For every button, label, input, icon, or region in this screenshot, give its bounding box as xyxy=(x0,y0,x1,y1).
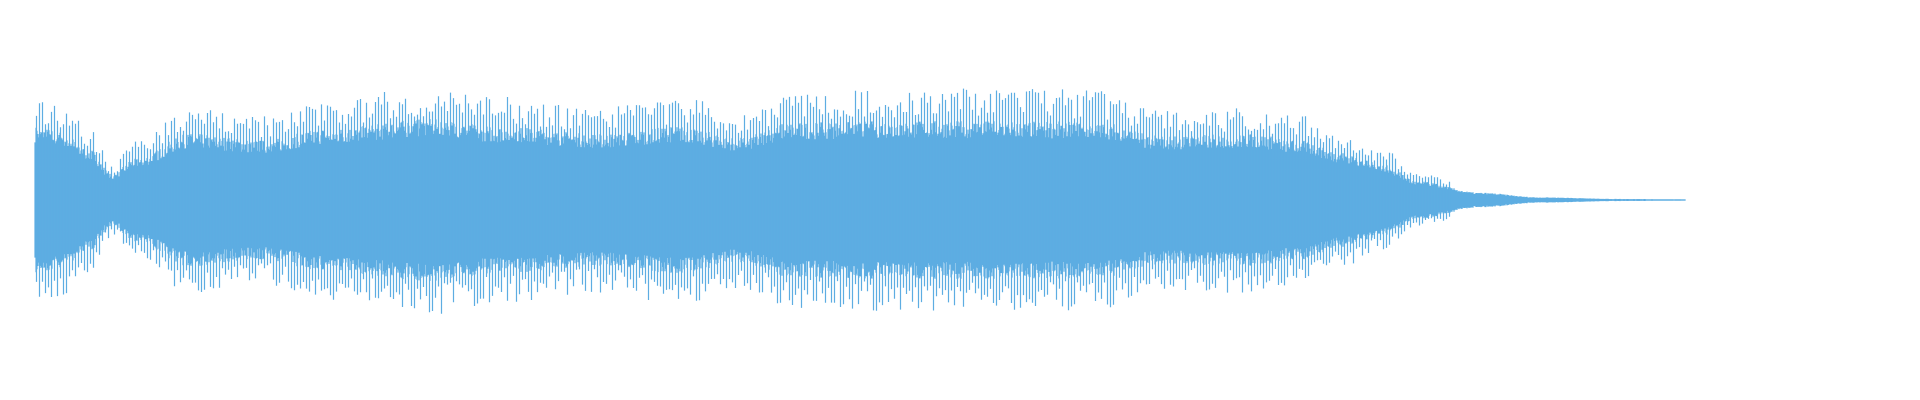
waveform-peaks xyxy=(35,88,1451,314)
